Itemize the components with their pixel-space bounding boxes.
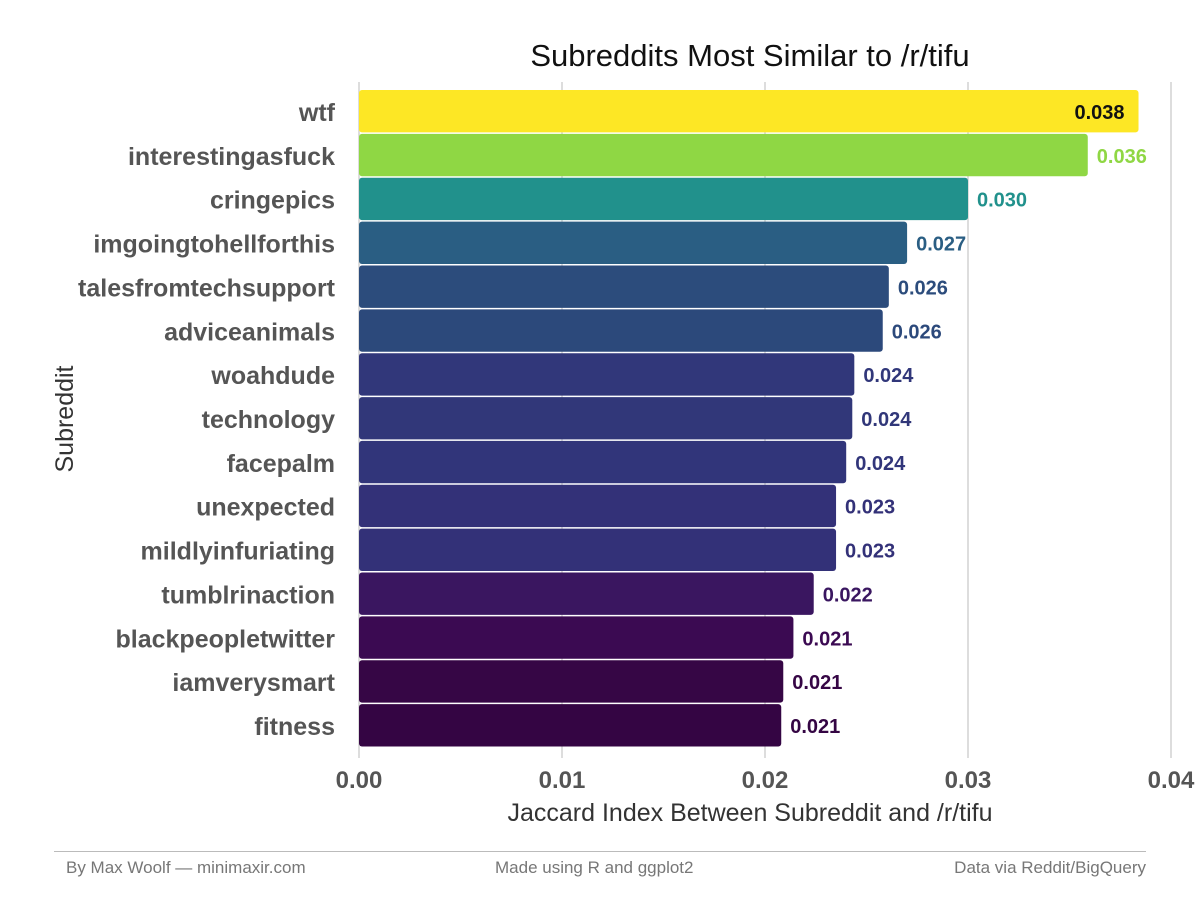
- bar-mildlyinfuriating: [359, 528, 837, 572]
- category-label: interestingasfuck: [128, 143, 335, 171]
- bar-talesfromtechsupport: [359, 265, 889, 308]
- x-tick-label: 0.02: [742, 767, 789, 794]
- value-label: 0.021: [792, 672, 842, 694]
- bar-woahdude: [359, 353, 855, 396]
- value-label: 0.023: [845, 541, 895, 563]
- bar-blackpeopletwitter: [359, 616, 794, 659]
- bar-interestingasfuck: [359, 133, 1088, 177]
- value-label: 0.027: [916, 234, 966, 256]
- y-axis-title: Subreddit: [51, 365, 79, 472]
- value-label: 0.030: [977, 190, 1027, 212]
- value-label: 0.036: [1097, 146, 1147, 168]
- footer-source: Data via Reddit/BigQuery: [954, 858, 1146, 877]
- bars: [359, 90, 1139, 747]
- bar-facepalm: [359, 440, 847, 484]
- footer-credit: By Max Woolf — minimaxir.com: [66, 858, 306, 877]
- value-label: 0.023: [845, 497, 895, 519]
- category-label: wtf: [298, 99, 336, 127]
- value-label: 0.021: [790, 716, 840, 738]
- x-tick-label: 0.00: [336, 767, 383, 794]
- value-label: 0.026: [892, 321, 942, 343]
- category-label: iamverysmart: [172, 669, 335, 697]
- value-labels: 0.038 0.036 0.030 0.027 0.026 0.026 0.024 0.024…: [790, 102, 1147, 738]
- footer-divider: [54, 851, 1146, 852]
- chart-title: Subreddits Most Similar to /r/tifu: [530, 38, 969, 73]
- category-label: cringepics: [210, 187, 335, 215]
- category-label: tumblrinaction: [161, 581, 335, 609]
- x-tick-labels: 0.00 0.01 0.02 0.03 0.04: [336, 767, 1195, 794]
- category-label: mildlyinfuriating: [141, 538, 335, 566]
- category-label: woahdude: [210, 362, 335, 390]
- bar-wtf: [359, 90, 1139, 133]
- value-label: 0.026: [898, 277, 948, 299]
- value-label: 0.021: [802, 628, 852, 650]
- bar-technology: [359, 397, 853, 440]
- value-label: 0.022: [823, 584, 873, 606]
- value-label: 0.024: [855, 453, 906, 475]
- value-label: 0.024: [863, 365, 914, 387]
- value-label: 0.024: [861, 409, 912, 431]
- category-label: fitness: [254, 713, 335, 741]
- bar-chart: Subreddits Most Similar to /r/tifu wtf in…: [51, 38, 1195, 827]
- bar-tumblrinaction: [359, 572, 814, 615]
- category-label: technology: [202, 406, 335, 434]
- x-tick-label: 0.01: [539, 767, 586, 794]
- x-tick-label: 0.04: [1148, 767, 1195, 794]
- x-tick-label: 0.03: [945, 767, 992, 794]
- bar-fitness: [359, 704, 782, 747]
- bar-imgoingtohellforthis: [359, 221, 908, 264]
- x-axis-title: Jaccard Index Between Subreddit and /r/t…: [507, 799, 992, 827]
- category-label: adviceanimals: [164, 318, 335, 346]
- category-label: imgoingtohellforthis: [93, 231, 335, 259]
- bar-iamverysmart: [359, 660, 784, 703]
- category-labels: wtf interestingasfuck cringepics imgoingtoh…: [78, 99, 336, 741]
- bar-unexpected: [359, 484, 837, 528]
- category-label: blackpeopletwitter: [116, 625, 336, 653]
- category-label: unexpected: [196, 494, 335, 522]
- category-label: facepalm: [227, 450, 335, 478]
- value-label: 0.038: [1074, 102, 1124, 124]
- footer-tools: Made using R and ggplot2: [495, 858, 694, 877]
- bar-cringepics: [359, 177, 968, 221]
- bar-adviceanimals: [359, 309, 883, 352]
- category-label: talesfromtechsupport: [78, 274, 336, 302]
